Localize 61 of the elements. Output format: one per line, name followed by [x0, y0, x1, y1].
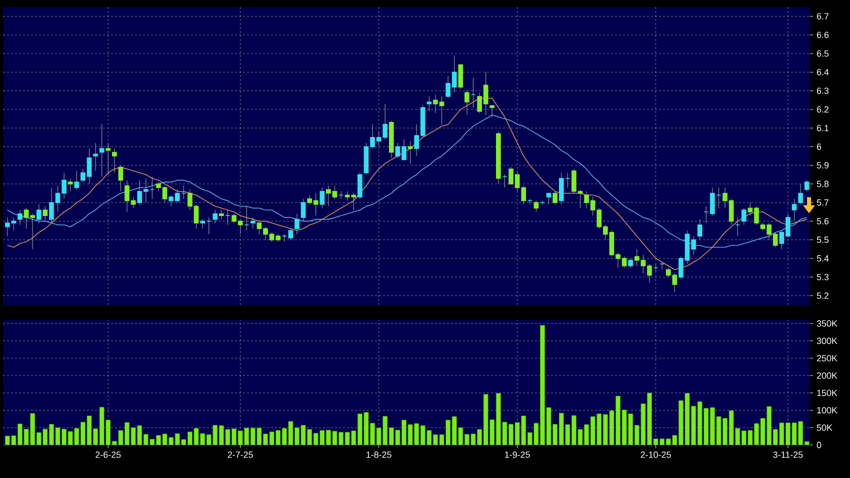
candlestick	[74, 170, 80, 190]
y-tick-label: 5.2	[816, 292, 829, 299]
y-tick-label: 100K	[817, 407, 838, 414]
candlestick	[112, 148, 117, 174]
candlestick	[200, 219, 205, 229]
candlestick	[464, 90, 470, 116]
y-tick-label: 5.5	[816, 236, 829, 243]
candlestick	[552, 191, 558, 205]
y-tick-label: 5.7	[816, 199, 829, 206]
y-tick-label: 6.4	[816, 68, 829, 76]
y-tick-label: 5.3	[816, 274, 829, 280]
candlestick	[798, 184, 803, 205]
candlestick	[219, 210, 224, 220]
candlestick	[212, 210, 218, 224]
candlestick	[490, 105, 495, 118]
candlestick	[546, 192, 552, 205]
y-tick-label: 6.6	[816, 32, 829, 38]
candlestick	[792, 198, 797, 222]
x-tick-label: 3-11-25	[773, 452, 803, 458]
y-tick-label: 5.8	[816, 180, 829, 188]
y-tick-label: 250K	[816, 355, 838, 362]
y-tick-label: 6.2	[816, 106, 829, 113]
candlestick	[93, 142, 98, 172]
candlestick	[42, 206, 48, 222]
y-tick-label: 6.3	[816, 88, 829, 94]
y-tick-label: 6.1	[816, 124, 829, 132]
candlestick	[426, 96, 432, 112]
y-tick-label: 5.4	[816, 255, 829, 262]
candlestick	[294, 213, 300, 235]
candlestick	[18, 210, 22, 226]
y-tick-label: 5.9	[816, 162, 829, 168]
candlestick	[99, 124, 104, 177]
x-tick-label: 1-9-25	[505, 452, 530, 458]
y-tick-label: 350K	[816, 320, 838, 327]
candlestick	[320, 187, 325, 208]
y-tick-label: 6.5	[816, 50, 829, 57]
candlestick	[628, 258, 634, 268]
y-tick-label: 6	[816, 143, 822, 150]
candlestick	[36, 204, 42, 224]
y-tick-label: 200K	[816, 372, 838, 379]
candlestick	[458, 64, 464, 90]
x-tick-label: 2-7-25	[228, 452, 253, 458]
y-tick-label: 5.6	[816, 218, 829, 224]
y-tick-label: 300K	[816, 338, 838, 344]
y-tick-label: 0	[816, 442, 822, 448]
y-tick-label: 6.7	[816, 13, 829, 20]
candlestick	[697, 219, 702, 240]
candlestick	[534, 200, 539, 212]
candlestick	[408, 140, 413, 164]
candlestick	[250, 217, 256, 229]
candlestick	[118, 165, 124, 192]
candlestick	[358, 172, 362, 200]
candlestick	[742, 208, 746, 226]
y-tick-label: 50K	[816, 424, 832, 431]
candlestick	[300, 198, 306, 222]
x-tick-label: 2-10-25	[640, 452, 671, 458]
x-tick-label: 2-6-25	[96, 452, 121, 458]
candlestick	[288, 228, 294, 240]
x-tick-label: 1-8-25	[366, 452, 392, 458]
y-tick-label: 150K	[817, 390, 838, 396]
candlestick	[68, 178, 73, 192]
